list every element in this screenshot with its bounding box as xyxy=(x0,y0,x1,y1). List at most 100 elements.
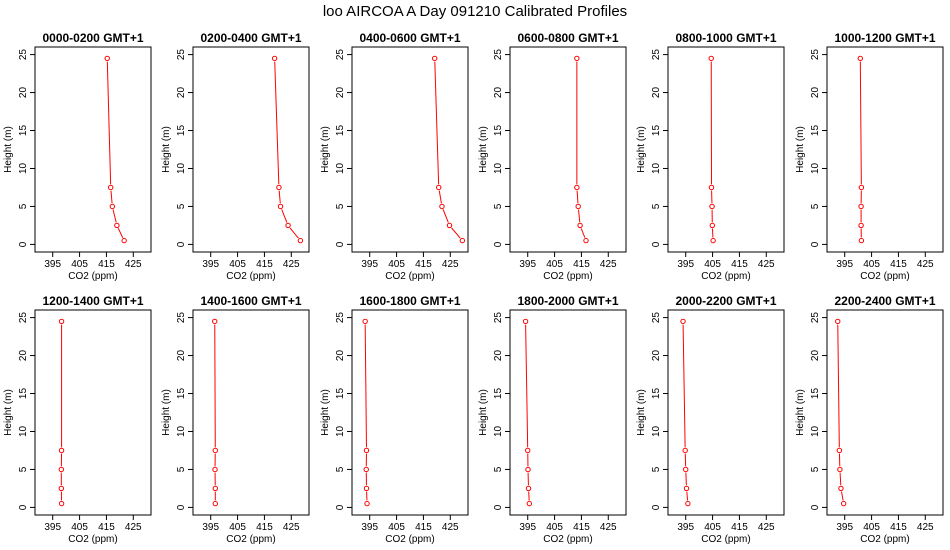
plot-frame xyxy=(509,46,627,253)
x-axis-label: CO2 (ppm) xyxy=(226,271,275,282)
y-tick-label: 0 xyxy=(176,504,187,510)
x-tick-label: 395 xyxy=(361,259,378,270)
panel-title: 0200-0400 GMT+1 xyxy=(200,31,301,45)
y-axis-label: Height (m) xyxy=(3,389,14,436)
y-tick-label: 0 xyxy=(176,241,187,247)
data-point xyxy=(439,203,445,210)
y-tick-label: 0 xyxy=(810,504,821,510)
x-tick-label: 395 xyxy=(836,259,853,270)
y-tick-label: 10 xyxy=(18,425,29,437)
x-tick-label: 395 xyxy=(677,259,694,270)
data-point xyxy=(109,203,116,210)
x-tick-label: 395 xyxy=(519,522,536,533)
y-tick-label: 20 xyxy=(335,350,346,362)
plot-frame xyxy=(351,309,469,516)
series-line-segment xyxy=(281,209,288,223)
x-tick-label: 395 xyxy=(202,522,219,533)
data-point xyxy=(58,318,65,325)
data-point xyxy=(710,237,716,244)
x-tick-label: 425 xyxy=(917,259,934,270)
y-tick-label: 5 xyxy=(335,466,346,472)
data-point xyxy=(858,203,864,210)
y-tick-label: 20 xyxy=(176,350,187,362)
data-point xyxy=(212,485,218,492)
y-tick-label: 10 xyxy=(493,425,504,437)
data-point xyxy=(58,485,65,492)
x-axis-label: CO2 (ppm) xyxy=(68,271,117,282)
series-line-segment xyxy=(841,491,844,501)
y-tick-label: 0 xyxy=(18,504,29,510)
plot-frame xyxy=(192,46,310,253)
data-point xyxy=(525,485,532,492)
y-tick-label: 20 xyxy=(493,87,504,99)
y-tick-label: 15 xyxy=(651,125,662,137)
x-tick-label: 425 xyxy=(917,522,934,533)
panel: 0000-0200 GMT+1 395 405 415 425 CO2 (ppm) 0 5 10… xyxy=(3,31,152,282)
y-tick-label: 10 xyxy=(651,162,662,174)
panel: 0600-0800 GMT+1 395 405 415 425 CO2 (ppm) 0 5 10… xyxy=(478,31,627,282)
y-tick-label: 5 xyxy=(651,466,662,472)
data-point xyxy=(58,447,65,454)
plot-frame xyxy=(667,309,785,516)
series-line-segment xyxy=(685,472,687,486)
panel-title: 0400-0600 GMT+1 xyxy=(359,31,460,45)
x-tick-label: 425 xyxy=(442,259,459,270)
y-tick-label: 0 xyxy=(651,241,662,247)
y-tick-label: 0 xyxy=(335,241,346,247)
x-tick-label: 405 xyxy=(229,259,246,270)
panel: 1400-1600 GMT+1 395 405 415 425 CO2 (ppm) 0 5 10… xyxy=(161,294,310,545)
plot-frame xyxy=(192,309,310,516)
x-tick-label: 425 xyxy=(600,522,617,533)
panel: 0400-0600 GMT+1 395 405 415 425 CO2 (ppm) 0 5 10… xyxy=(320,31,469,282)
x-tick-label: 405 xyxy=(388,259,405,270)
panel: 0200-0400 GMT+1 395 405 415 425 CO2 (ppm) 0 5 10… xyxy=(161,31,310,282)
x-tick-label: 395 xyxy=(361,522,378,533)
series-line-segment xyxy=(859,61,862,185)
data-point xyxy=(836,447,843,454)
panel-title: 1400-1600 GMT+1 xyxy=(200,294,301,308)
data-point xyxy=(271,55,278,62)
y-axis-label: Height (m) xyxy=(3,126,14,173)
y-tick-label: 20 xyxy=(176,87,187,99)
panel-title: 1000-1200 GMT+1 xyxy=(834,31,935,45)
data-point xyxy=(857,55,863,62)
x-tick-label: 415 xyxy=(415,522,432,533)
series-line-segment xyxy=(576,190,579,204)
panel: 1800-2000 GMT+1 395 405 415 425 CO2 (ppm) 0 5 10… xyxy=(478,294,627,545)
y-tick-label: 15 xyxy=(176,125,187,137)
y-tick-label: 25 xyxy=(651,49,662,61)
y-axis-label: Height (m) xyxy=(320,389,331,436)
x-axis-label: CO2 (ppm) xyxy=(385,534,434,545)
y-tick-label: 20 xyxy=(18,350,29,362)
data-point xyxy=(108,184,114,191)
y-axis-label: Height (m) xyxy=(795,389,806,436)
series-line-segment xyxy=(682,324,686,448)
x-tick-label: 415 xyxy=(573,259,590,270)
y-tick-label: 25 xyxy=(18,312,29,324)
data-point xyxy=(685,500,691,507)
data-point xyxy=(525,466,531,473)
series-line-segment xyxy=(289,227,299,239)
y-tick-label: 25 xyxy=(651,312,662,324)
y-tick-label: 10 xyxy=(810,162,821,174)
data-point xyxy=(446,222,453,229)
x-tick-label: 395 xyxy=(202,259,219,270)
data-point xyxy=(432,55,438,62)
y-tick-label: 5 xyxy=(651,203,662,209)
x-tick-label: 415 xyxy=(98,522,115,533)
y-tick-label: 25 xyxy=(176,49,187,61)
y-axis-label: Height (m) xyxy=(795,126,806,173)
x-axis-label: CO2 (ppm) xyxy=(701,271,750,282)
y-tick-label: 5 xyxy=(176,203,187,209)
x-tick-label: 405 xyxy=(71,522,88,533)
x-tick-label: 425 xyxy=(758,522,775,533)
x-tick-label: 425 xyxy=(125,259,142,270)
panel: 2000-2200 GMT+1 395 405 415 425 CO2 (ppm) 0 5 10… xyxy=(636,294,785,545)
x-tick-label: 425 xyxy=(758,259,775,270)
x-tick-label: 405 xyxy=(546,522,563,533)
plot-frame xyxy=(667,46,785,253)
data-point xyxy=(840,500,847,507)
panel-title: 2200-2400 GMT+1 xyxy=(834,294,935,308)
data-point xyxy=(525,447,531,454)
data-point xyxy=(682,447,688,454)
